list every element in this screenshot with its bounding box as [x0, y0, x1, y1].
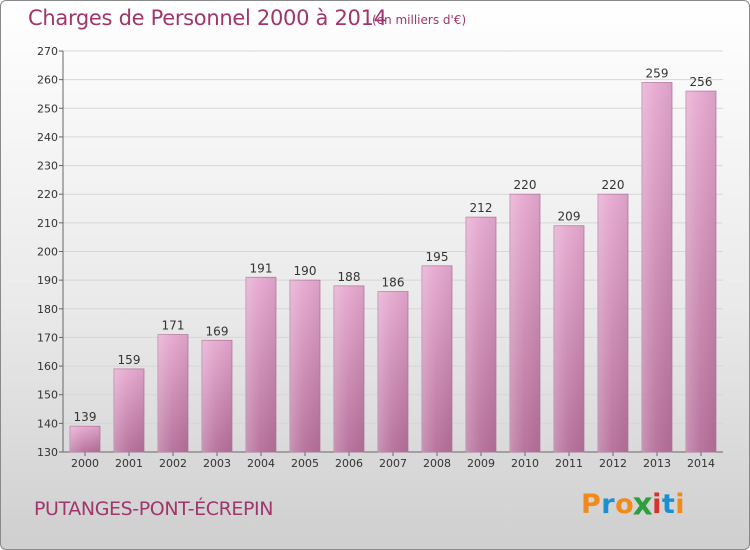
bar-layer: [69, 82, 717, 453]
value-label: 169: [206, 324, 229, 338]
bar-shine: [70, 426, 100, 452]
bar-shine: [598, 194, 628, 452]
bar-shine: [466, 217, 496, 452]
y-tick-label: 210: [37, 217, 58, 230]
y-tick-label: 150: [37, 389, 58, 402]
logo-letter: o: [615, 489, 635, 520]
logo-letter: i: [652, 489, 662, 520]
y-tick-label: 270: [37, 45, 58, 58]
logo-letter: x: [632, 486, 654, 523]
value-label: 190: [294, 264, 317, 278]
value-label: 212: [470, 201, 493, 215]
y-tick-label: 180: [37, 303, 58, 316]
value-label: 139: [74, 410, 97, 424]
label-layer: 139 159 171 169 191 190 188 186 195 212 220 209 220 2…: [74, 67, 713, 425]
proxiti-logo: Proxiti: [581, 486, 686, 523]
bar-shine: [422, 265, 452, 452]
x-tick-label: 2002: [159, 457, 187, 470]
value-label: 209: [558, 210, 581, 224]
y-tick-label: 140: [37, 417, 58, 430]
chart-title: Charges de Personnel 2000 à 2014: [28, 6, 387, 30]
x-tick-label: 2005: [291, 457, 319, 470]
value-label: 159: [118, 353, 141, 367]
x-tick-label: 2000: [71, 457, 99, 470]
logo-letter: P: [581, 489, 602, 520]
bar-shine: [554, 225, 584, 452]
logo-letter: i: [675, 489, 686, 520]
value-label: 220: [602, 178, 625, 192]
bar-shine: [334, 285, 364, 452]
value-label: 171: [162, 319, 185, 333]
y-tick-label: 240: [37, 131, 58, 144]
y-tick-label: 200: [37, 246, 58, 259]
logo-letter: r: [601, 489, 616, 520]
bar-shine: [246, 277, 276, 452]
y-tick-label: 260: [37, 74, 58, 87]
x-tick-label: 2014: [687, 457, 715, 470]
x-tick-label: 2007: [379, 457, 407, 470]
x-tick-label: 2013: [643, 457, 671, 470]
bar-shine: [510, 194, 540, 452]
y-tick-label: 190: [37, 274, 58, 287]
value-label: 256: [690, 75, 713, 89]
logo-letter: t: [661, 489, 676, 520]
y-tick-label: 220: [37, 188, 58, 201]
x-tick-label: 2006: [335, 457, 363, 470]
value-label: 259: [646, 67, 669, 81]
x-tick-label: 2008: [423, 457, 451, 470]
y-tick-label: 170: [37, 331, 58, 344]
bar-shine: [642, 82, 672, 452]
value-label: 195: [426, 250, 449, 264]
bar-shine: [290, 280, 320, 452]
chart-subtitle: (en milliers d'€): [372, 13, 467, 27]
value-label: 188: [338, 270, 361, 284]
y-tick-label: 130: [37, 446, 58, 459]
x-tick-label: 2011: [555, 457, 583, 470]
bar-shine: [202, 340, 232, 452]
bar-shine: [114, 368, 144, 452]
value-label: 220: [514, 178, 537, 192]
x-tick-label: 2003: [203, 457, 231, 470]
commune-name: PUTANGES-PONT-ÉCREPIN: [34, 498, 274, 520]
y-tick-label: 160: [37, 360, 58, 373]
y-tick-label: 230: [37, 160, 58, 173]
x-tick-label: 2004: [247, 457, 275, 470]
value-label: 191: [250, 261, 273, 275]
x-tick-label: 2009: [467, 457, 495, 470]
x-tick-label: 2010: [511, 457, 539, 470]
bar-shine: [378, 291, 408, 452]
x-tick-label: 2012: [599, 457, 627, 470]
x-tick-label: 2001: [115, 457, 143, 470]
value-label: 186: [382, 276, 405, 290]
bar-shine: [686, 91, 716, 452]
bar-shine: [158, 334, 188, 452]
y-tick-label: 250: [37, 102, 58, 115]
